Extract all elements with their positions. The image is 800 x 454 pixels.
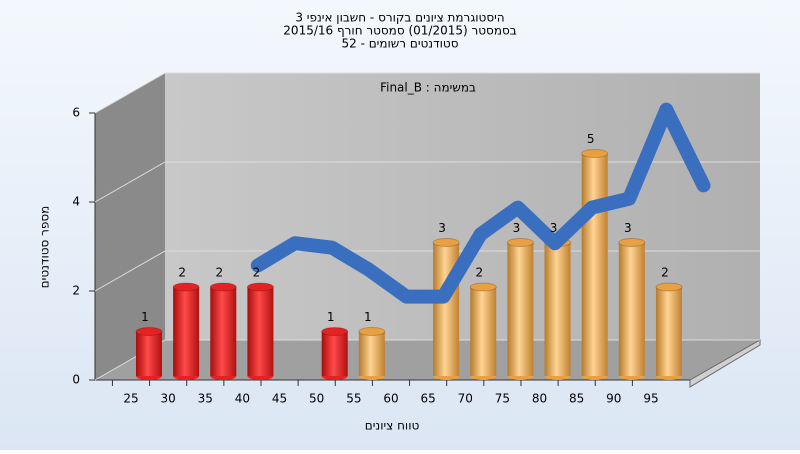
- bar-top: [506, 238, 534, 247]
- bar: [173, 287, 200, 376]
- y-tick-label: 2: [72, 284, 80, 298]
- bar: [358, 331, 385, 376]
- x-tick-label: 60: [383, 392, 398, 406]
- bar-top: [432, 238, 460, 247]
- back-wall: [165, 73, 760, 340]
- x-tick-label: 75: [495, 392, 510, 406]
- bar-top: [321, 327, 349, 336]
- bar: [210, 287, 237, 376]
- bar: [321, 331, 348, 376]
- bar: [470, 287, 497, 376]
- data-label: 1: [141, 310, 149, 324]
- x-tick-label: 90: [606, 392, 621, 406]
- data-label: 3: [624, 221, 632, 235]
- bar: [544, 242, 571, 376]
- y-axis-title: מספר סטודנטים: [38, 206, 52, 289]
- bar-top: [581, 149, 609, 158]
- data-label: 2: [253, 266, 261, 280]
- data-label: 2: [178, 266, 186, 280]
- data-label: 2: [215, 266, 223, 280]
- bar-top: [358, 327, 386, 336]
- x-tick-label: 25: [123, 392, 138, 406]
- bar: [618, 242, 645, 376]
- x-tick-label: 80: [532, 392, 547, 406]
- x-tick-label: 95: [643, 392, 658, 406]
- x-tick-label: 50: [309, 392, 324, 406]
- bar: [655, 287, 682, 376]
- subtitle: Final_B : במשימה: [380, 81, 476, 95]
- bar: [507, 242, 534, 376]
- bar: [247, 287, 274, 376]
- data-label: 1: [364, 310, 372, 324]
- chart-title: בסמסטר (01/2015) סמסטר חורף 2015/16: [283, 24, 516, 38]
- chart-title: 52 - סטודנטים רשומים: [341, 37, 458, 51]
- floor-edge: [689, 339, 761, 388]
- data-label: 3: [550, 221, 558, 235]
- x-tick-label: 30: [160, 392, 175, 406]
- x-tick-label: 55: [346, 392, 361, 406]
- y-tick-label: 4: [72, 195, 80, 209]
- bar-top: [172, 282, 200, 292]
- data-label: 3: [438, 221, 446, 235]
- chart-title: היסטוגרמת ציונים בקורס - חשבון אינפי 3: [295, 11, 504, 25]
- data-label: 3: [513, 221, 521, 235]
- bar-top: [655, 282, 683, 292]
- x-tick-label: 40: [235, 392, 250, 406]
- x-tick-label: 35: [198, 392, 213, 406]
- x-axis-title: טווח ציונים: [365, 419, 420, 433]
- bar-top: [135, 327, 163, 336]
- data-label: 2: [475, 266, 483, 280]
- bar: [581, 153, 608, 376]
- data-label: 1: [327, 310, 335, 324]
- trend-ribbon: [250, 102, 711, 304]
- data-label: 5: [587, 132, 595, 146]
- x-tick-label: 45: [272, 392, 287, 406]
- y-tick-label: 6: [72, 106, 80, 120]
- bar-top: [246, 282, 274, 292]
- x-tick-label: 70: [458, 392, 473, 406]
- bar-top: [618, 238, 646, 247]
- grid-line: [94, 72, 166, 114]
- grid-line: [94, 161, 166, 203]
- data-label: 2: [661, 266, 669, 280]
- bar: [433, 242, 460, 376]
- y-tick-label: 0: [72, 373, 80, 387]
- bar-top: [469, 282, 497, 292]
- bar-top: [209, 282, 237, 292]
- bar: [136, 331, 162, 376]
- x-tick-label: 85: [569, 392, 584, 406]
- side-wall: [95, 73, 165, 380]
- grid-line: [94, 250, 166, 292]
- x-tick-label: 65: [420, 392, 435, 406]
